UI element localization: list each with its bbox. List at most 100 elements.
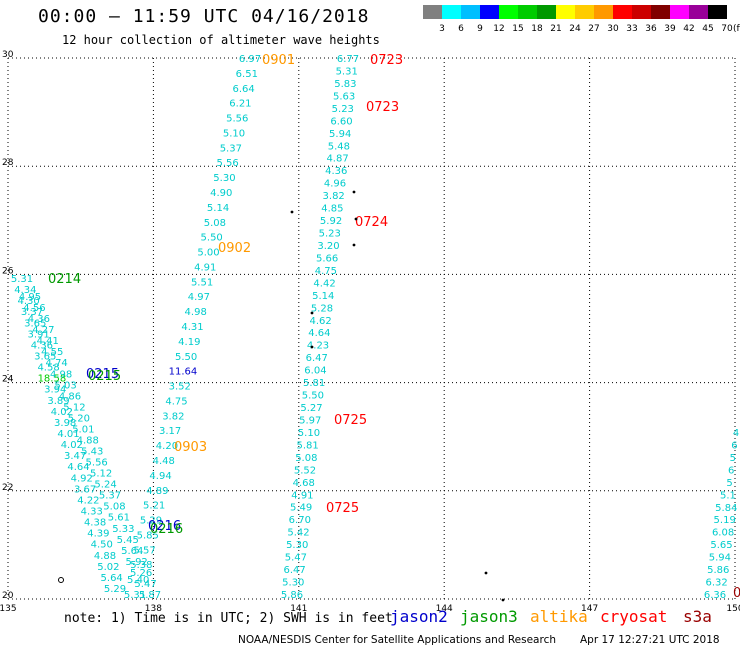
island-mark bbox=[352, 190, 356, 194]
wave-height-value: 4.20 bbox=[156, 441, 178, 452]
wave-height-value: 5.50 bbox=[175, 352, 197, 363]
wave-height-value: 4.94 bbox=[149, 471, 171, 482]
legend-tick-label: 70 bbox=[721, 24, 733, 34]
wave-height-value: 5.45 bbox=[117, 535, 139, 546]
wave-height-value: 3.65 bbox=[24, 318, 46, 329]
wave-height-value: 5.12 bbox=[90, 469, 112, 480]
wave-height-value: 5.08 bbox=[204, 218, 226, 229]
legend-swatch bbox=[708, 5, 727, 19]
wave-height-value: 5.23 bbox=[319, 229, 341, 240]
wave-height-value: 4.31 bbox=[181, 322, 203, 333]
wave-height-value: 4.85 bbox=[321, 204, 343, 215]
wave-height-value: 4.97 bbox=[188, 292, 210, 303]
wave-height-value: 5.29 bbox=[104, 584, 126, 595]
lat-tick-label: 26 bbox=[2, 266, 14, 276]
wave-height-value: 3.37 bbox=[21, 307, 43, 318]
wave-height-value: 5.21 bbox=[143, 501, 165, 512]
legend-tick-label: 45 bbox=[702, 24, 713, 34]
wave-height-value: 3.82 bbox=[323, 191, 345, 202]
wave-height-value: 5.86 bbox=[707, 565, 729, 576]
wave-height-value: 4.88 bbox=[94, 551, 116, 562]
pass-time-label: 0216 bbox=[150, 522, 183, 537]
wave-height-value: 4.01 bbox=[57, 429, 79, 440]
wave-height-value: 5.28 bbox=[311, 303, 333, 314]
legend-swatch bbox=[651, 5, 670, 19]
legend-tick-label: 6 bbox=[458, 24, 464, 34]
wave-height-value: 5.10 bbox=[223, 128, 245, 139]
island-mark bbox=[352, 243, 356, 247]
wave-height-value: 5.31 bbox=[124, 590, 146, 601]
wave-height-value: 3.94 bbox=[44, 385, 66, 396]
wave-height-value: 5.14 bbox=[312, 291, 334, 302]
wave-height-value: 5.00 bbox=[197, 248, 219, 259]
wave-height-value: 5.29 bbox=[140, 516, 162, 527]
wave-height-value: 4.39 bbox=[87, 529, 109, 540]
wave-height-value: 4.23 bbox=[307, 341, 329, 352]
legend-swatch bbox=[689, 5, 708, 19]
wave-height-value: 4 bbox=[733, 428, 739, 439]
legend-tick-label: 21 bbox=[550, 24, 561, 34]
page-title: 00:00 – 11:59 UTC 04/16/2018 bbox=[38, 6, 370, 27]
island-mark bbox=[310, 345, 314, 349]
legend-tick-label: 39 bbox=[664, 24, 676, 34]
wave-height-value: 4.41 bbox=[37, 336, 59, 347]
wave-height-value: 5.66 bbox=[316, 253, 338, 264]
legend-cryosat: cryosat bbox=[600, 607, 668, 626]
wave-height-value: 5.92 bbox=[320, 216, 342, 227]
wave-height-value: 3.98 bbox=[54, 418, 76, 429]
legend-swatch bbox=[480, 5, 499, 19]
pass-time-label: 0214 bbox=[48, 272, 81, 287]
island-mark bbox=[354, 217, 358, 221]
wave-height-value: 5.01 bbox=[72, 424, 94, 435]
wave-height-value: 4.98 bbox=[185, 307, 207, 318]
legend-swatch bbox=[499, 5, 518, 19]
wave-height-value: 5.47 bbox=[134, 579, 156, 590]
wave-height-value: 5.63 bbox=[333, 91, 355, 102]
legend-tick-label: 36 bbox=[645, 24, 657, 34]
pass-time-label: 0901 bbox=[262, 53, 295, 68]
wave-height-value: 5.31 bbox=[11, 274, 33, 285]
wave-height-value: 6.21 bbox=[229, 99, 251, 110]
credit-timestamp: Apr 17 12:27:21 UTC 2018 bbox=[580, 634, 720, 646]
wave-height-value: 5.31 bbox=[336, 66, 358, 77]
wave-height-value: 4.86 bbox=[59, 391, 81, 402]
wave-height-value: 4.95 bbox=[19, 292, 41, 303]
legend-swatch bbox=[594, 5, 613, 19]
wave-height-value: 4.50 bbox=[91, 540, 113, 551]
wave-height-value: 5.37 bbox=[99, 491, 121, 502]
wave-height-value: 5.86 bbox=[281, 590, 303, 601]
wave-height-value: 5.1 bbox=[720, 490, 736, 501]
wave-height-value: 5.33 bbox=[112, 524, 134, 535]
pass-time-label: 0725 bbox=[334, 413, 367, 428]
wave-height-value: 5.47 bbox=[285, 553, 307, 564]
wave-height-value: 5.10 bbox=[298, 428, 320, 439]
legend-swatch bbox=[556, 5, 575, 19]
wave-height-value: 4.36 bbox=[31, 340, 53, 351]
legend-swatch bbox=[423, 5, 442, 19]
lon-tick-label: 150 bbox=[726, 604, 740, 614]
wave-height-value: 4.42 bbox=[313, 278, 335, 289]
wave-height-value: 4.02 bbox=[51, 407, 73, 418]
wave-height-value: 3.17 bbox=[159, 426, 181, 437]
wave-height-value: 5.64 bbox=[101, 573, 123, 584]
wave-height-value: 5.97 bbox=[299, 415, 321, 426]
wave-height-value: 4.89 bbox=[146, 486, 168, 497]
wave-height-value: 3.91 bbox=[27, 329, 49, 340]
lat-tick-label: 28 bbox=[2, 158, 14, 168]
lon-tick-label: 147 bbox=[581, 604, 598, 614]
island-mark bbox=[58, 577, 64, 583]
legend-swatch bbox=[461, 5, 480, 19]
wave-height-value: 4.62 bbox=[310, 316, 332, 327]
legend-tick-label: 18 bbox=[531, 24, 543, 34]
wave-height-value: 5.26 bbox=[130, 568, 152, 579]
wave-height-value: 3.47 bbox=[64, 451, 86, 462]
wave-height-value: 5 bbox=[726, 478, 732, 489]
wave-height-value: 5.24 bbox=[94, 480, 116, 491]
wave-height-value: 6 bbox=[731, 440, 737, 451]
wave-height-value: 4.64 bbox=[308, 328, 330, 339]
wave-height-value: 5.56 bbox=[226, 114, 248, 125]
footnote: note: 1) Time is in UTC; 2) SWH is in fe… bbox=[64, 611, 393, 626]
wave-height-value: 4.36 bbox=[28, 314, 50, 325]
wave-height-value: 4.91 bbox=[194, 262, 216, 273]
